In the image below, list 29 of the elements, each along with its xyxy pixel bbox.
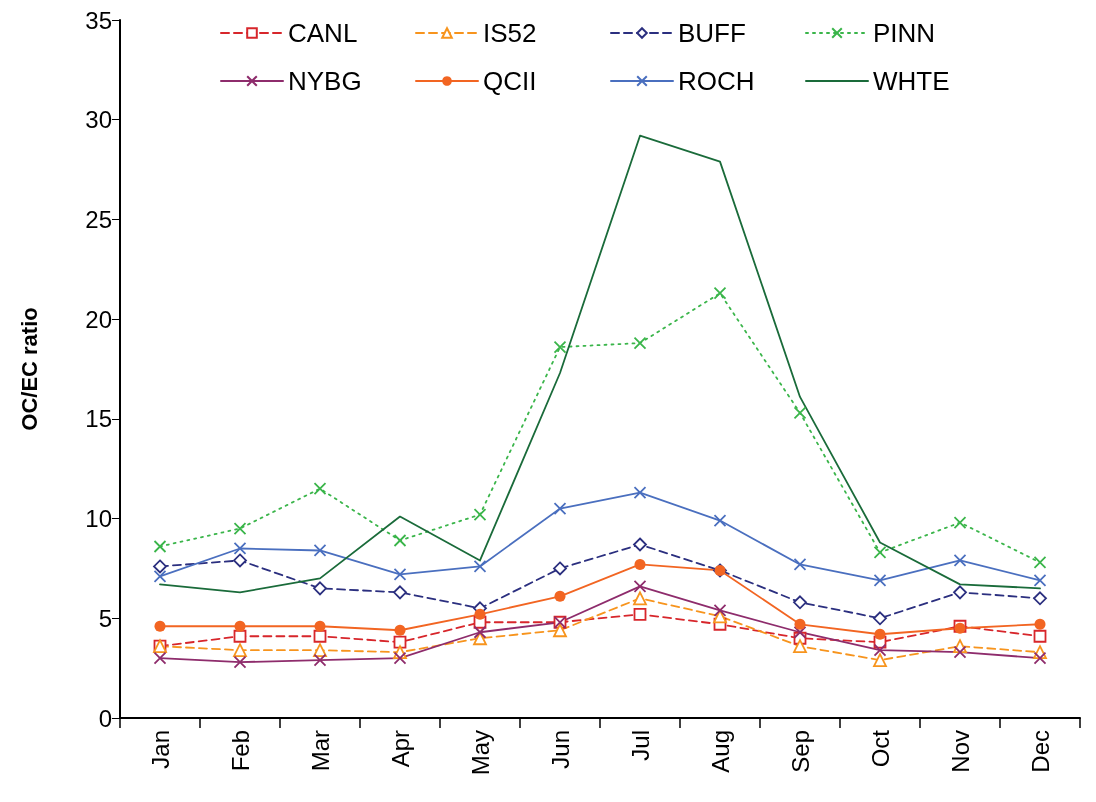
x-tick-label: Oct	[866, 729, 894, 768]
x-tick-label: Apr	[386, 730, 414, 768]
legend-label: ROCH	[678, 66, 755, 96]
y-tick-label: 5	[98, 604, 112, 632]
legend-label: BUFF	[678, 18, 746, 48]
y-axis-title: OC/EC ratio	[16, 307, 42, 431]
legend-label: PINN	[873, 18, 936, 48]
legend-label: IS52	[483, 18, 537, 48]
x-tick-label: Jun	[546, 730, 574, 769]
y-tick-label: 15	[85, 405, 112, 433]
y-tick-label: 25	[85, 205, 112, 233]
legend-label: CANL	[288, 18, 358, 48]
legend-label: WHTE	[873, 66, 950, 96]
y-tick-label: 20	[85, 305, 112, 333]
y-tick-label: 35	[85, 6, 112, 34]
y-tick-label: 30	[85, 106, 112, 134]
x-tick-label: Mar	[306, 730, 334, 772]
legend-label: NYBG	[288, 66, 362, 96]
x-tick-label: Sep	[786, 730, 814, 773]
x-tick-label: Feb	[226, 730, 254, 772]
legend-label: QCII	[483, 66, 537, 96]
x-tick-label: Jul	[626, 730, 654, 761]
y-tick-label: 0	[98, 704, 112, 732]
x-tick-label: Jan	[146, 730, 174, 769]
x-tick-label: Dec	[1026, 730, 1054, 773]
y-tick-label: 10	[85, 505, 112, 533]
x-tick-label: Aug	[706, 730, 734, 773]
x-tick-label: May	[466, 730, 494, 776]
x-tick-label: Nov	[946, 730, 974, 773]
